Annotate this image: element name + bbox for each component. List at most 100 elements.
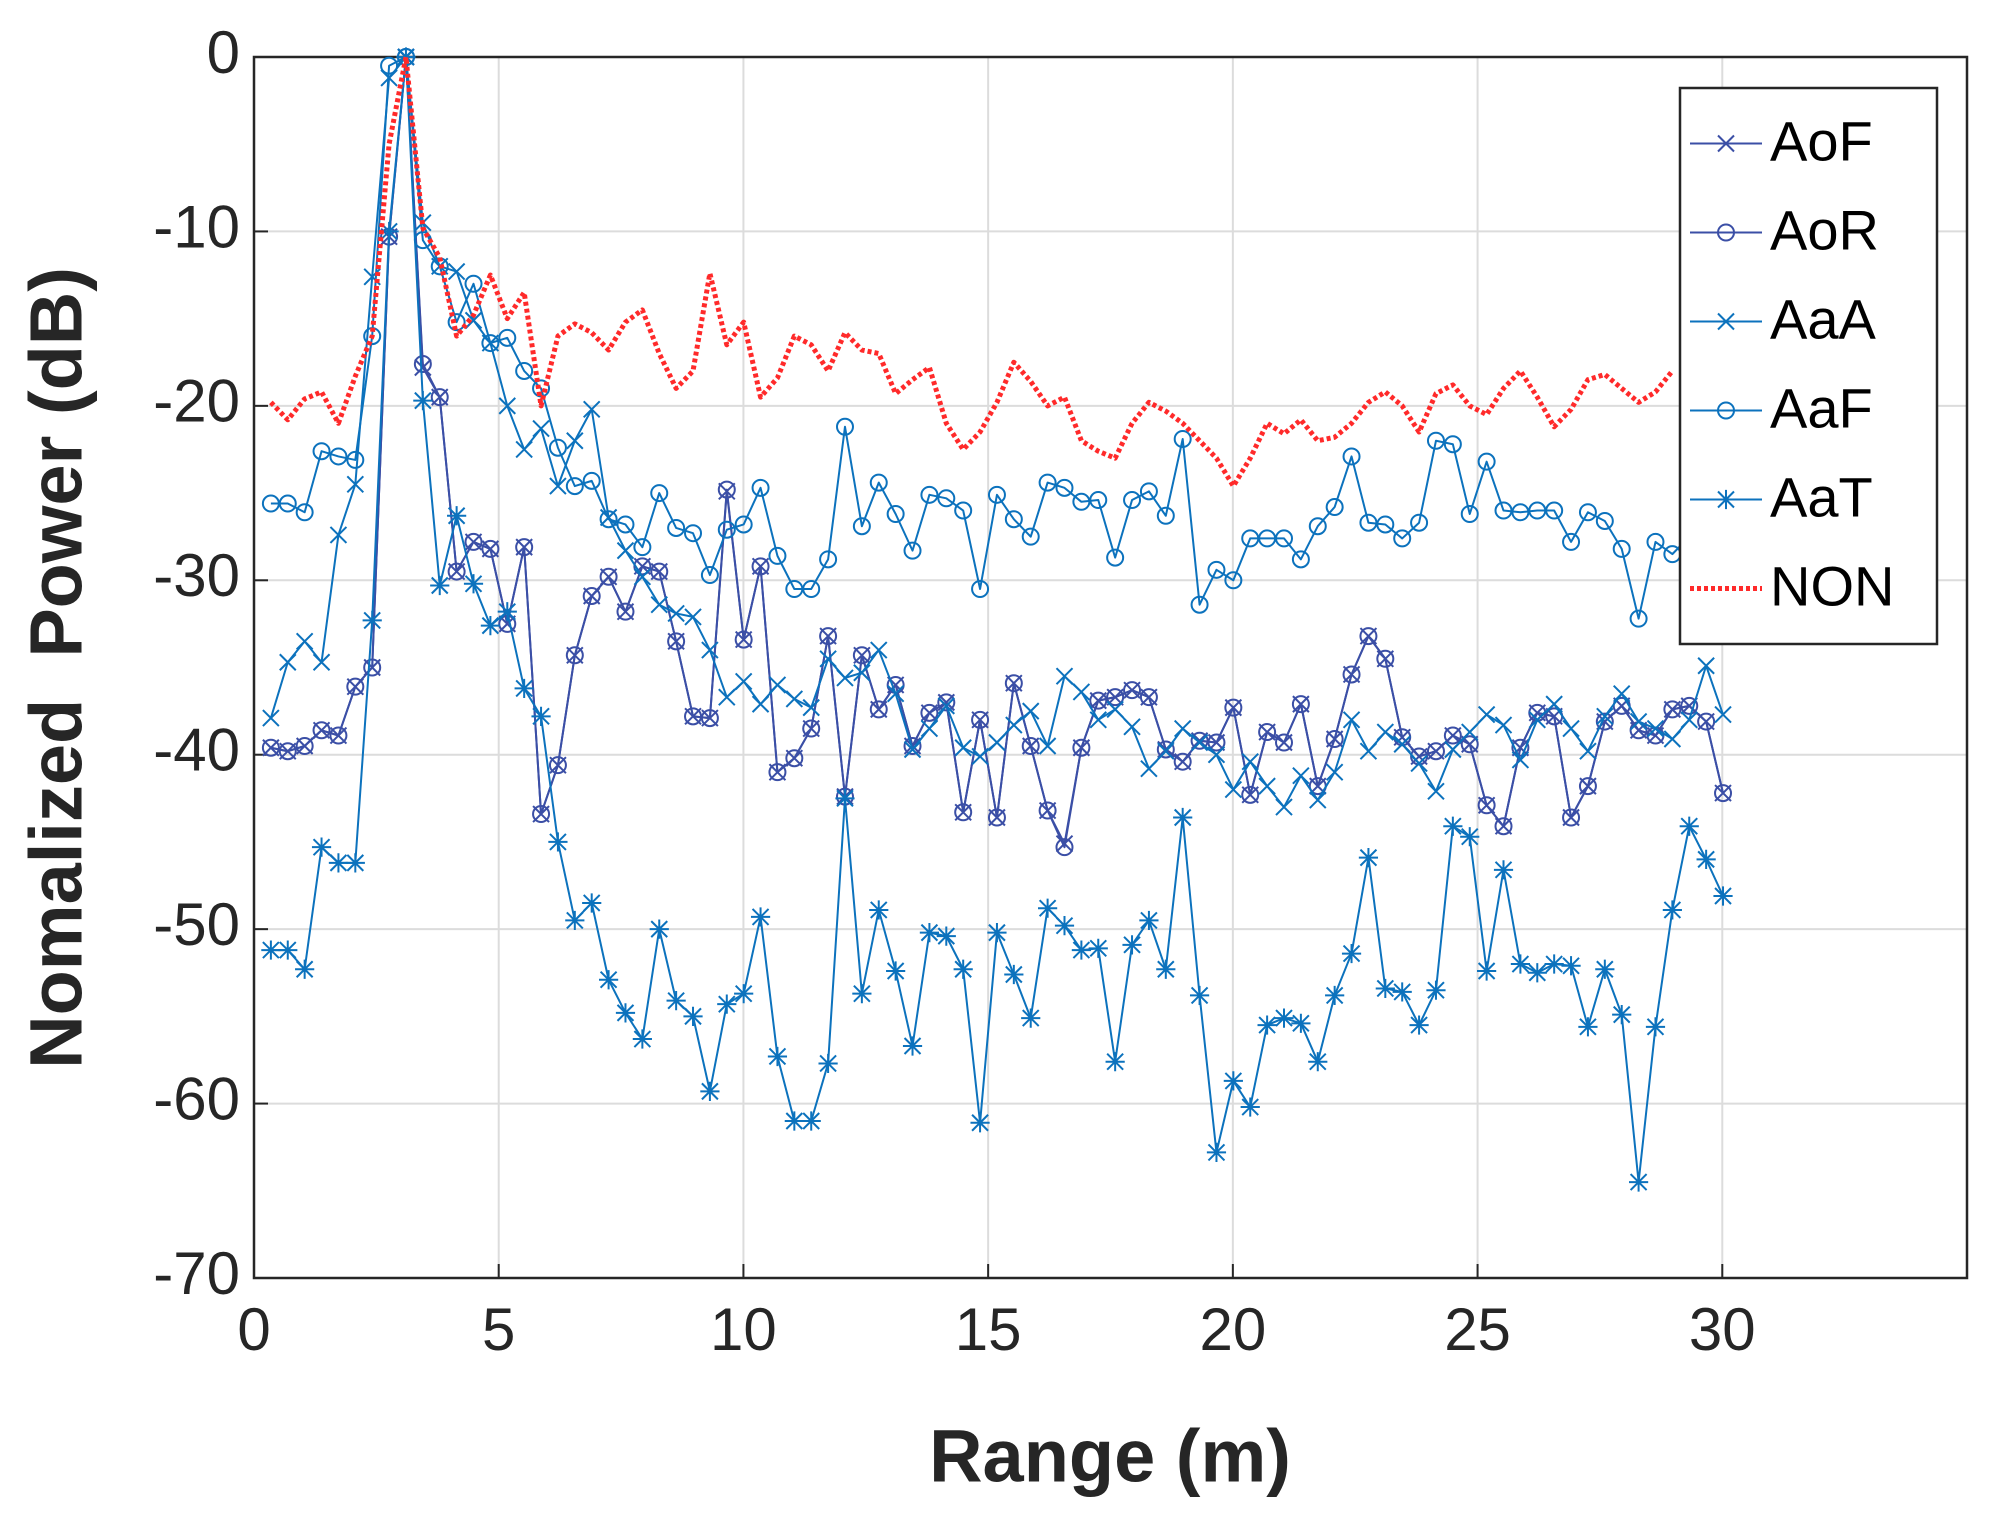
x-tick-label: 0 <box>237 1296 270 1363</box>
marker <box>262 709 280 727</box>
marker <box>1595 511 1614 530</box>
marker <box>582 471 601 490</box>
marker <box>971 747 989 766</box>
marker <box>1714 784 1733 803</box>
marker <box>1578 1017 1598 1037</box>
marker <box>1679 816 1699 836</box>
marker <box>768 763 787 782</box>
marker <box>1662 900 1682 920</box>
marker <box>869 900 889 920</box>
marker <box>1089 491 1108 510</box>
marker <box>1173 807 1193 828</box>
marker <box>279 653 297 671</box>
marker <box>1274 1008 1294 1028</box>
legend-label: NON <box>1770 554 1894 617</box>
marker <box>1005 716 1023 734</box>
marker <box>346 677 365 696</box>
legend-marker <box>1717 223 1735 242</box>
marker <box>1106 688 1125 707</box>
x-tick-label: 30 <box>1689 1296 1756 1363</box>
marker <box>937 697 956 715</box>
legend-label: AaT <box>1770 465 1873 528</box>
marker <box>532 805 551 824</box>
marker <box>1443 435 1462 454</box>
marker <box>886 505 905 524</box>
marker <box>667 518 686 537</box>
marker <box>853 664 871 682</box>
marker <box>1511 503 1530 522</box>
marker <box>599 510 618 529</box>
marker <box>1224 780 1243 799</box>
marker <box>1258 723 1277 742</box>
marker <box>937 693 956 712</box>
marker <box>1122 935 1142 955</box>
marker <box>566 432 584 450</box>
marker <box>751 557 770 576</box>
legend-label: AaA <box>1770 287 1876 350</box>
marker <box>346 450 365 469</box>
marker <box>1562 532 1581 551</box>
marker <box>1038 473 1057 492</box>
marker <box>1494 501 1513 520</box>
marker <box>1562 719 1580 738</box>
marker <box>1241 752 1259 771</box>
marker <box>1393 529 1412 548</box>
marker <box>1291 550 1310 569</box>
plot-frame <box>252 55 1969 1280</box>
marker <box>1173 752 1192 771</box>
marker <box>633 538 652 557</box>
marker <box>261 738 280 757</box>
marker <box>1595 959 1615 979</box>
marker <box>1595 712 1614 731</box>
marker <box>903 541 922 560</box>
marker <box>1257 1015 1277 1035</box>
marker <box>1139 910 1159 931</box>
marker <box>734 515 753 534</box>
marker <box>447 506 467 526</box>
marker <box>1713 886 1733 906</box>
marker <box>1460 735 1479 754</box>
marker <box>615 1003 636 1023</box>
marker <box>1545 501 1564 520</box>
marker <box>870 641 888 659</box>
marker <box>971 580 990 599</box>
marker <box>1510 954 1530 974</box>
y-tick-label: -10 <box>153 193 240 260</box>
marker <box>734 630 753 649</box>
marker <box>311 837 332 857</box>
y-axis-label: Nomalized Power (dB) <box>15 267 98 1069</box>
marker <box>1646 719 1665 738</box>
marker <box>1190 731 1209 750</box>
marker <box>1291 695 1310 714</box>
marker <box>1359 513 1378 532</box>
marker <box>1628 1172 1649 1192</box>
marker <box>1663 730 1682 748</box>
marker <box>565 477 584 496</box>
marker <box>1342 665 1361 684</box>
marker <box>802 580 821 599</box>
marker <box>768 546 787 565</box>
marker <box>1275 733 1294 752</box>
marker <box>768 676 787 694</box>
marker <box>954 803 973 822</box>
marker <box>1258 777 1276 795</box>
marker <box>1392 982 1412 1002</box>
marker <box>531 706 551 726</box>
marker <box>532 419 550 438</box>
marker <box>633 568 652 586</box>
marker <box>903 740 922 759</box>
marker <box>363 658 382 677</box>
marker <box>1089 711 1107 729</box>
marker <box>633 557 652 576</box>
x-tick-label: 15 <box>955 1296 1022 1363</box>
marker <box>1123 718 1141 736</box>
marker <box>1308 1052 1328 1072</box>
marker <box>413 391 433 411</box>
marker <box>650 484 669 503</box>
legend-label: AoR <box>1770 198 1879 261</box>
marker <box>767 1046 788 1067</box>
legend-marker <box>1717 401 1735 420</box>
marker <box>1139 688 1158 707</box>
marker <box>836 669 854 687</box>
